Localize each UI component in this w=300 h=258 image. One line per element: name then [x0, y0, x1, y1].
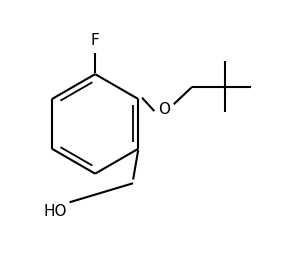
Text: O: O: [158, 102, 170, 117]
Text: HO: HO: [44, 204, 67, 220]
Text: F: F: [91, 34, 100, 49]
